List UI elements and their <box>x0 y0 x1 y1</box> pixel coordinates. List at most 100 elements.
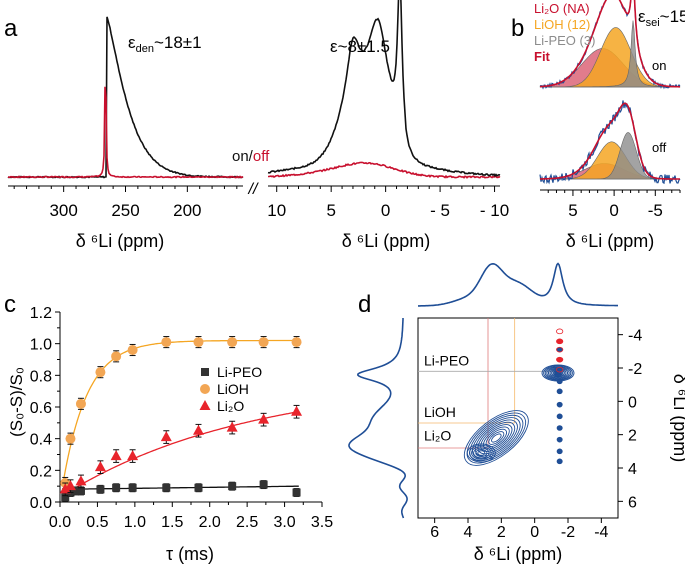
peak-dot <box>556 458 563 465</box>
legend-marker <box>199 400 211 410</box>
projection-top <box>418 262 618 307</box>
point-Li-PEO <box>194 483 203 492</box>
peak-dot <box>556 328 564 335</box>
tick-label: - 5 <box>430 201 450 220</box>
point-LiOH <box>127 345 138 355</box>
panel-label: d <box>358 291 371 318</box>
tick-label: 250 <box>111 201 139 220</box>
x-tick-label: 0.5 <box>86 514 108 531</box>
contour-broad <box>491 433 502 443</box>
legend-onoff: on/off <box>232 148 270 165</box>
y-tick-label: 0.4 <box>30 432 52 449</box>
panel-label: b <box>511 15 524 42</box>
peak-dot <box>556 388 563 395</box>
y-axis-title: (S₀-S)/S₀ <box>7 367 26 437</box>
x-tick-label: 4 <box>464 524 473 541</box>
point-Li-PEO <box>259 480 268 489</box>
point-LiOH <box>95 367 106 378</box>
panel-a: a 300 250 200 10 5 0 - 5 - 10 δ ⁶Li (ppm) δ ⁶Li (p… <box>4 0 509 251</box>
point-Li-PEO <box>61 493 70 502</box>
fit-curve-LiOH <box>63 339 299 480</box>
x-tick-label: 1.0 <box>124 514 146 531</box>
peak-dot <box>556 366 564 373</box>
fit-curve-Li₂O <box>63 410 299 496</box>
legend-label: Li₂O <box>217 398 244 414</box>
tick-label: 0 <box>381 201 390 220</box>
contour-li2o <box>471 446 492 460</box>
tick-label: 0 <box>609 201 618 220</box>
point-Li-PEO <box>76 486 85 495</box>
x-tick-label: 2.0 <box>199 514 221 531</box>
y-axis-title: δ ⁶Li (ppm) <box>670 374 685 462</box>
contour-broad <box>466 412 526 464</box>
contour-li2o <box>475 448 488 458</box>
legend-label: Li-PEO <box>217 364 262 380</box>
peak-dot <box>556 346 564 353</box>
y-tick-label: 0.2 <box>30 463 52 480</box>
peak-label: LiOH <box>424 404 456 420</box>
annotation-esei: εsei~15 <box>638 7 685 29</box>
point-Li-PEO <box>71 486 80 495</box>
legend-entry: Fit <box>534 49 551 64</box>
y-tick-label: 2 <box>628 428 637 445</box>
x-axis-title: δ ⁶Li (ppm) <box>474 544 562 564</box>
legend-entry: LiOH (12) <box>534 17 590 32</box>
peak-label: Li-PEO <box>424 352 469 368</box>
point-Li₂O <box>94 461 106 472</box>
x-axis-title-right: δ ⁶Li (ppm) <box>342 231 430 251</box>
panel-c: c 0.0 0.5 1.0 1.5 2.0 2.5 3.0 3.5 0.0 0.2 0.4 0.6 0.8… <box>4 291 333 564</box>
point-Li₂O <box>127 450 139 461</box>
point-Li-PEO <box>228 482 237 491</box>
peak-dot <box>556 436 563 443</box>
y-tick-label: 6 <box>628 494 637 511</box>
component-Li-PEO-on <box>540 20 681 88</box>
peak-dot <box>556 338 564 345</box>
legend-label: LiOH <box>217 381 249 397</box>
x-axis-title-left: δ ⁶Li (ppm) <box>76 231 164 251</box>
y-tick-label: 1.2 <box>30 305 52 322</box>
legend-marker <box>200 384 210 394</box>
point-Li₂O <box>258 413 270 424</box>
point-LiOH <box>291 337 302 348</box>
peak-dot <box>556 378 563 385</box>
legend-marker <box>201 368 209 376</box>
tick-label: 5 <box>326 201 335 220</box>
panel-b: b 5 0 -5 δ ⁶Li (ppm) on off Li₂O (NA)LiOH (12)L… <box>511 0 685 251</box>
point-Li₂O <box>75 475 87 486</box>
contour-li2o <box>468 444 494 462</box>
tick-label: 10 <box>267 201 286 220</box>
annotation-eps: ε~8±1.5 <box>330 37 390 56</box>
point-Li₂O <box>110 450 122 461</box>
spectrum-on-left <box>7 16 244 179</box>
tick-label: -5 <box>648 201 663 220</box>
x-tick-label: 3.0 <box>273 514 295 531</box>
axis-break: // <box>248 181 259 198</box>
point-Li-PEO <box>128 483 137 492</box>
point-Li-PEO <box>96 485 105 494</box>
point-Li₂O <box>192 424 204 435</box>
legend-entry: Li-PEO (3) <box>534 33 595 48</box>
subplot-label-on: on <box>652 58 666 73</box>
x-tick-label: 6 <box>430 524 439 541</box>
point-LiOH <box>193 337 204 348</box>
x-tick-label: 1.5 <box>161 514 183 531</box>
point-Li₂O <box>291 405 303 416</box>
contour-li2o <box>477 450 486 456</box>
point-Li₂O <box>64 480 76 491</box>
point-LiOH <box>161 337 172 348</box>
y-tick-label: 1.0 <box>30 337 52 354</box>
y-tick-label: 0.8 <box>30 368 52 385</box>
spectrum-off-left <box>7 86 244 179</box>
point-LiOH <box>227 337 238 348</box>
fit-on <box>540 0 680 88</box>
point-LiOH <box>258 337 269 348</box>
panel-label: a <box>4 15 18 42</box>
y-tick-label: -2 <box>628 361 642 378</box>
point-LiOH <box>75 398 86 409</box>
point-Li-PEO <box>112 483 121 492</box>
peak-dot <box>556 356 564 363</box>
x-tick-label: -4 <box>594 524 608 541</box>
point-LiOH <box>65 433 76 444</box>
y-tick-label: 0.6 <box>30 400 52 417</box>
